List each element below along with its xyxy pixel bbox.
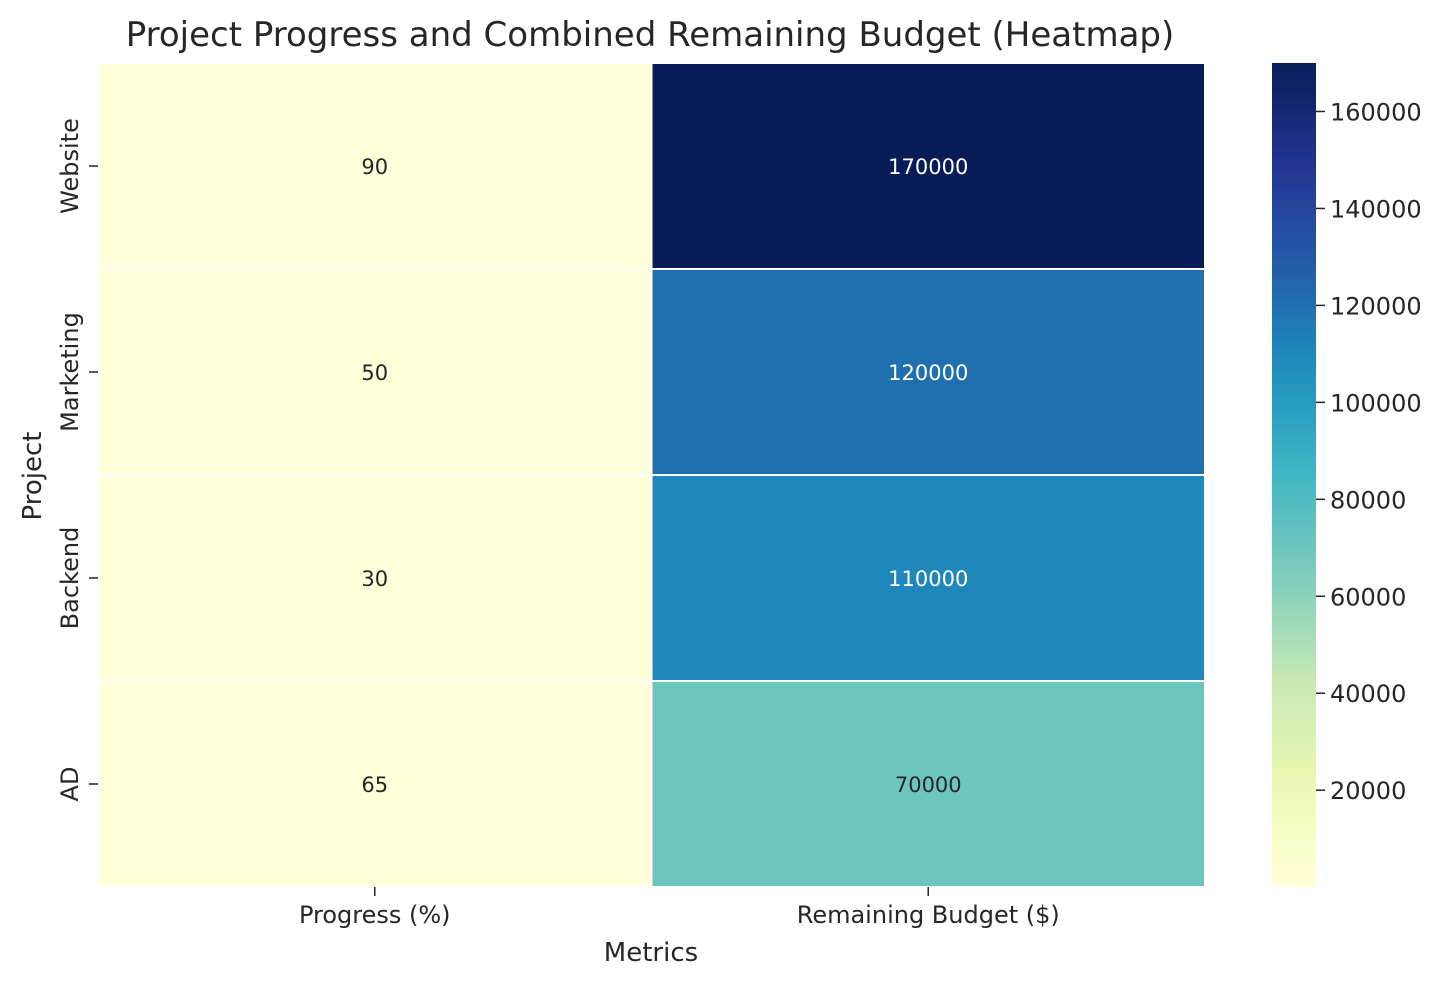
colorbar-ticks: 20000 40000 60000 80000 100000 120000 140000 16… <box>1316 98 1422 805</box>
colorbar-tick-label: 80000 <box>1330 486 1406 514</box>
cell-value-label: 110000 <box>888 567 968 591</box>
y-tick-label: Backend <box>56 527 84 630</box>
heatmap-cell <box>97 268 653 476</box>
cell-value-label: 90 <box>361 155 388 179</box>
heatmap-cells <box>97 62 1206 888</box>
colorbar-tick-label: 140000 <box>1330 195 1422 223</box>
cell-value-label: 70000 <box>895 773 962 797</box>
y-tick-label: AD <box>56 767 84 802</box>
heatmap-cell <box>650 268 1206 476</box>
heatmap-cell <box>650 474 1206 682</box>
cell-value-label: 30 <box>361 567 388 591</box>
colorbar-tick-label: 40000 <box>1330 680 1406 708</box>
y-tick-label: Website <box>56 118 84 214</box>
colorbar-tick-label: 100000 <box>1330 389 1422 417</box>
colorbar-tick-label: 60000 <box>1330 583 1406 611</box>
y-axis: Website Marketing Backend AD <box>56 118 98 801</box>
x-tick-label: Progress (%) <box>299 901 451 929</box>
x-axis: Progress (%) Remaining Budget ($) <box>299 887 1060 929</box>
cell-value-label: 120000 <box>888 361 968 385</box>
heatmap-cell-labels: 90 170000 50 120000 30 110000 65 70000 <box>361 155 968 797</box>
colorbar <box>1272 63 1316 887</box>
x-axis-label: Metrics <box>604 938 698 968</box>
chart-title: Project Progress and Combined Remaining … <box>126 15 1175 55</box>
colorbar-tick-label: 160000 <box>1330 98 1422 126</box>
cell-value-label: 50 <box>361 361 388 385</box>
colorbar-tick-label: 120000 <box>1330 292 1422 320</box>
cell-value-label: 65 <box>361 773 388 797</box>
x-tick-label: Remaining Budget ($) <box>797 901 1060 929</box>
heatmap-cell <box>97 680 653 888</box>
y-tick-label: Marketing <box>56 312 84 432</box>
heatmap-cell <box>97 474 653 682</box>
y-axis-label: Project <box>18 432 48 521</box>
heatmap-cell <box>97 62 653 270</box>
heatmap-cell <box>650 680 1206 888</box>
heatmap-cell <box>650 62 1206 270</box>
colorbar-tick-label: 20000 <box>1330 777 1406 805</box>
cell-value-label: 170000 <box>888 155 968 179</box>
